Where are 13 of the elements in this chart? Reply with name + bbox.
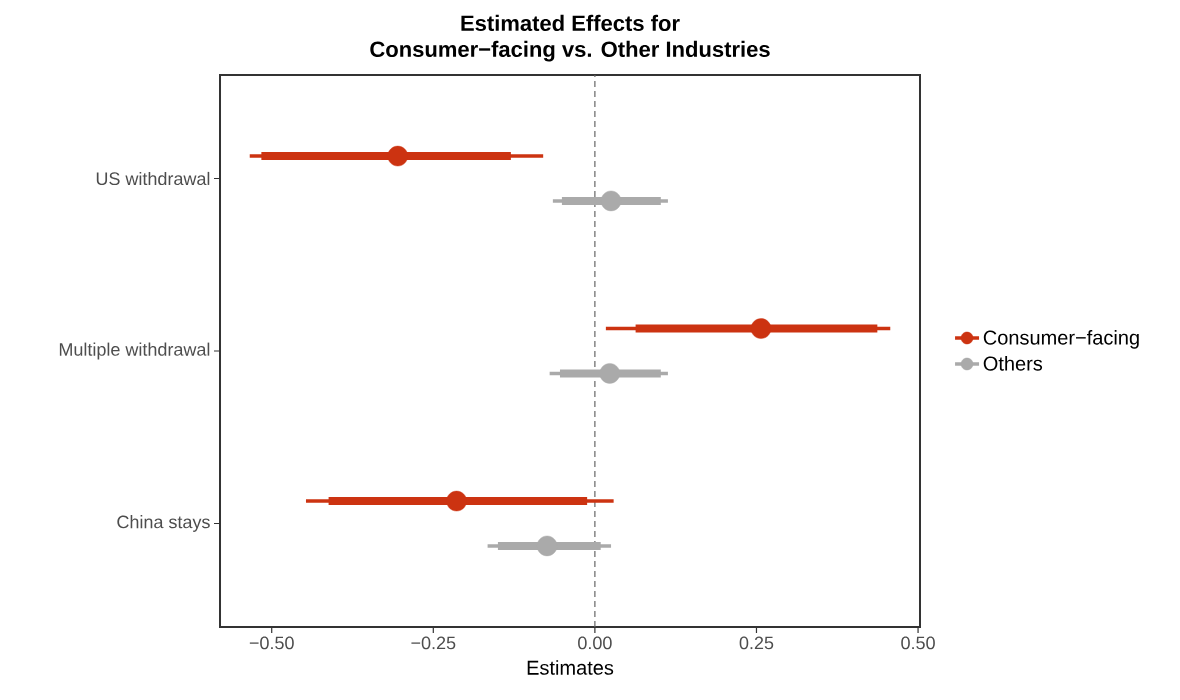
x-axis-title: Estimates (527, 660, 614, 675)
legend-label: Consumer−facing (983, 330, 1139, 349)
x-tick-label: 0.00 (578, 636, 612, 650)
x-tick-label: 0.25 (739, 636, 774, 650)
x-tick-label: −0.25 (411, 636, 456, 650)
y-tick-label: Multiple withdrawal (59, 342, 210, 360)
x-tick-label: −0.50 (249, 636, 294, 650)
x-tick-label: 0.50 (901, 636, 935, 650)
legend-label: Others (983, 356, 1043, 371)
y-tick-label: China stays (117, 515, 210, 532)
chart-subtitle: Consumer−facing vs. Other Industries (370, 40, 770, 62)
chart-title: Estimated Effects for (461, 14, 680, 32)
y-tick-label: US withdrawal (96, 171, 210, 186)
